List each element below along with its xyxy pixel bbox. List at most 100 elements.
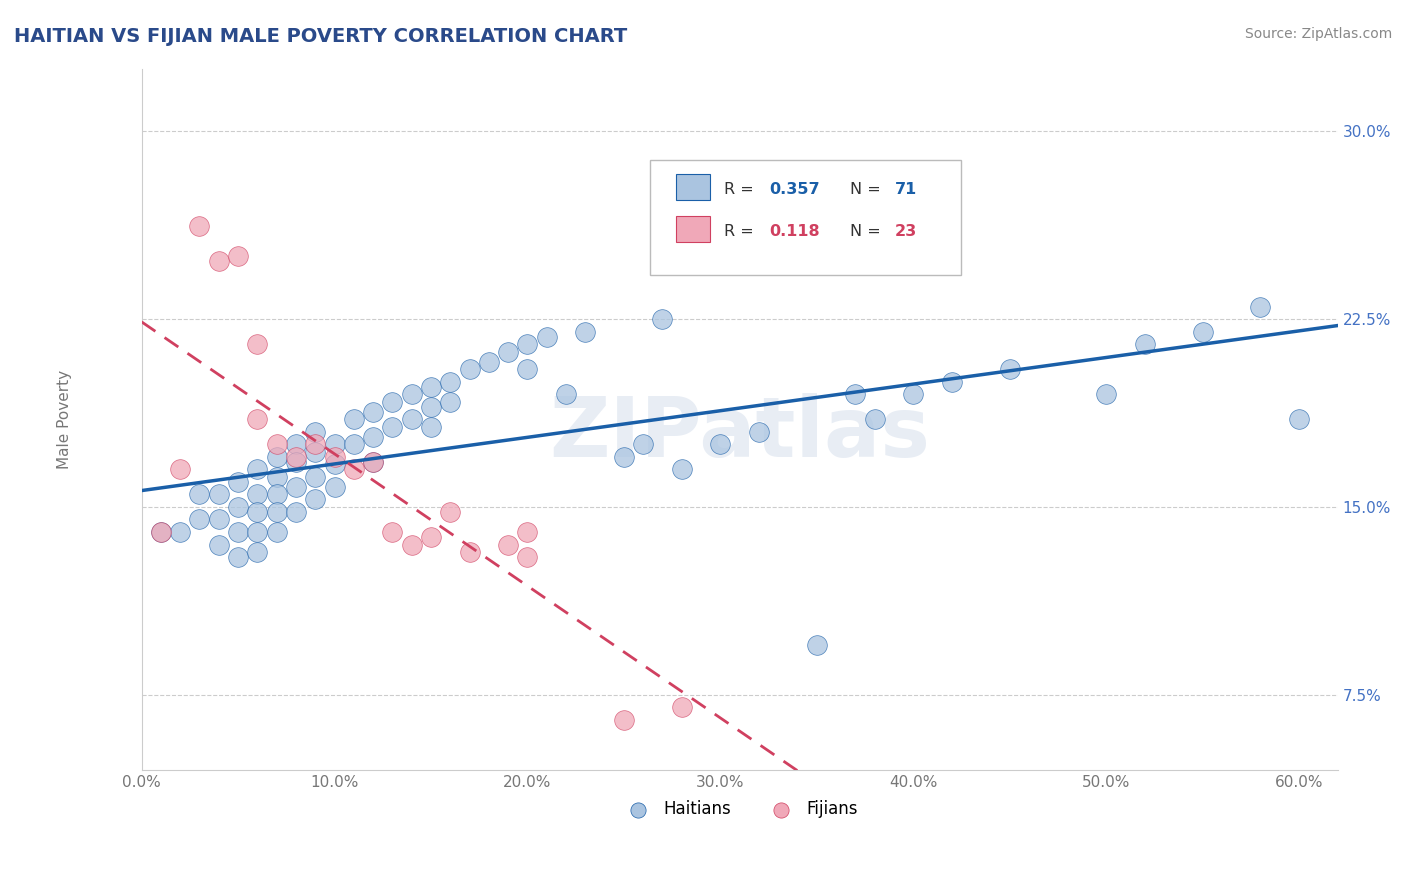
Point [149,524,172,539]
Point [458,545,481,559]
Point [208,537,231,551]
Point [420,530,443,544]
Point [304,445,326,459]
Point [226,249,249,263]
Point [266,524,288,539]
Point [246,505,269,519]
Point [496,344,519,359]
Point [381,524,404,539]
Point [671,462,693,476]
Point [361,430,384,444]
Point [208,254,231,268]
Point [246,524,269,539]
Point [323,437,346,451]
Point [1249,300,1271,314]
Point [266,437,288,451]
Point [208,487,231,501]
Point [420,419,443,434]
Point [671,700,693,714]
Point [284,455,307,469]
Point [361,455,384,469]
Point [709,437,731,451]
Point [439,394,461,409]
Point [844,387,866,401]
Point [304,437,326,451]
Point [323,458,346,472]
Point [226,549,249,564]
Point [246,487,269,501]
Point [266,470,288,484]
Point [284,480,307,494]
Point [516,337,538,351]
Point [748,425,770,439]
Point [169,462,191,476]
Point [1288,412,1310,426]
Point [903,387,925,401]
Text: 71: 71 [896,182,917,197]
Legend: Haitians, Fijians: Haitians, Fijians [614,794,865,825]
Point [226,500,249,514]
Y-axis label: Male Poverty: Male Poverty [58,369,72,469]
Point [516,524,538,539]
Point [613,713,636,727]
Point [246,545,269,559]
Text: ZIPatlas: ZIPatlas [550,392,931,474]
Point [188,512,211,526]
Point [401,387,423,401]
Point [651,312,673,326]
Point [806,638,828,652]
Point [343,437,366,451]
Point [516,362,538,376]
Bar [676,174,710,201]
Point [188,487,211,501]
Point [323,450,346,464]
Point [496,537,519,551]
Point [998,362,1021,376]
Point [516,549,538,564]
Text: 0.118: 0.118 [769,225,820,239]
Text: R =: R = [724,182,759,197]
Point [863,412,886,426]
Point [458,362,481,376]
Text: 23: 23 [896,225,917,239]
Bar [676,216,710,243]
Text: 0.357: 0.357 [769,182,820,197]
Point [323,480,346,494]
Point [284,505,307,519]
Point [304,492,326,507]
Point [226,524,249,539]
Point [439,375,461,389]
Point [631,437,654,451]
Point [304,470,326,484]
FancyBboxPatch shape [650,160,960,276]
Text: HAITIAN VS FIJIAN MALE POVERTY CORRELATION CHART: HAITIAN VS FIJIAN MALE POVERTY CORRELATI… [14,27,627,45]
Point [246,462,269,476]
Point [208,512,231,526]
Point [574,325,596,339]
Point [169,524,191,539]
Point [284,437,307,451]
Text: Source: ZipAtlas.com: Source: ZipAtlas.com [1244,27,1392,41]
Point [555,387,578,401]
Point [246,337,269,351]
Point [361,455,384,469]
Point [401,412,423,426]
Point [266,505,288,519]
Point [613,450,636,464]
Text: N =: N = [849,182,886,197]
Point [246,412,269,426]
Point [381,394,404,409]
Point [304,425,326,439]
Point [149,524,172,539]
Point [420,380,443,394]
Point [941,375,963,389]
Point [439,505,461,519]
Point [266,450,288,464]
Point [266,487,288,501]
Point [226,475,249,489]
Point [478,354,501,368]
Point [1191,325,1213,339]
Point [401,537,423,551]
Text: R =: R = [724,225,759,239]
Point [381,419,404,434]
